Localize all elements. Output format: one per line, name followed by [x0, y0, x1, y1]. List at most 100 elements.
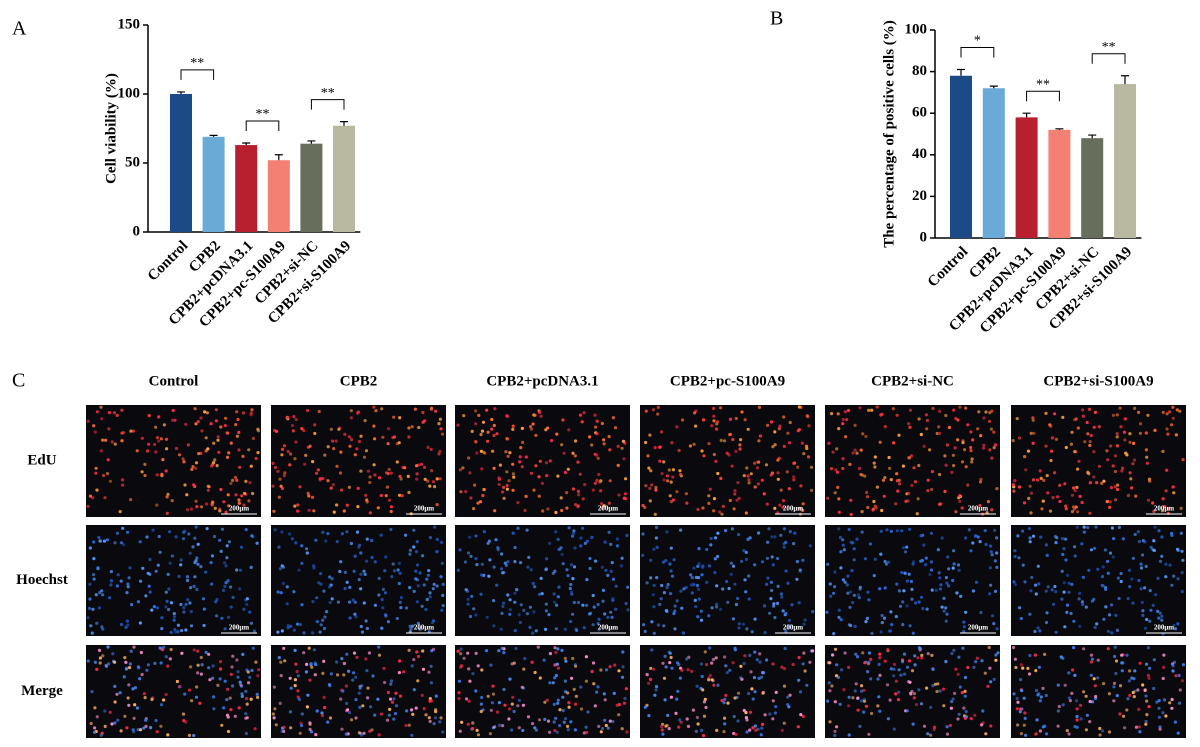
cell [983, 671, 987, 675]
cell [1050, 449, 1054, 453]
cell [212, 441, 216, 445]
cell [708, 673, 712, 678]
cell [1162, 665, 1166, 670]
cell [1110, 526, 1114, 530]
cell [219, 425, 223, 429]
cell [456, 649, 460, 653]
cell [773, 616, 777, 620]
cell [853, 423, 857, 427]
cell [119, 579, 123, 583]
cell [553, 569, 557, 573]
cell [910, 669, 915, 673]
cell [1138, 730, 1142, 734]
cell [610, 561, 614, 565]
cell [1081, 408, 1085, 412]
cell [672, 611, 676, 616]
cell [595, 478, 599, 482]
cell [427, 670, 431, 674]
cell [102, 473, 106, 478]
cell [421, 420, 425, 424]
cell [567, 705, 571, 709]
cell [145, 535, 149, 539]
cell [345, 701, 349, 706]
cell [531, 631, 535, 635]
cell [492, 624, 496, 628]
cell [1074, 505, 1078, 509]
cell [414, 569, 418, 573]
cell [1092, 677, 1096, 681]
cell [93, 726, 97, 730]
cell [315, 709, 319, 713]
cell [206, 484, 210, 488]
cell [94, 471, 98, 475]
cell [579, 544, 583, 548]
cell [237, 501, 241, 505]
cell [892, 727, 896, 731]
cell [669, 569, 673, 573]
cell [297, 568, 301, 572]
cell [655, 576, 659, 580]
cell [710, 606, 714, 610]
column-label: CPB2+si-S100A9 [1043, 373, 1153, 389]
cell [725, 671, 729, 675]
cell [377, 653, 382, 657]
cell [495, 710, 499, 714]
cell [1056, 724, 1060, 728]
cell [475, 563, 479, 567]
cell [842, 548, 846, 552]
cell [508, 451, 512, 455]
cell [516, 704, 520, 708]
micrograph: 200μm [455, 525, 630, 636]
cell [247, 499, 251, 503]
cell [728, 668, 732, 672]
cell [361, 704, 365, 708]
cell [754, 728, 758, 732]
cell [1065, 610, 1069, 615]
cell [541, 509, 545, 513]
cell [839, 566, 843, 570]
cell [917, 688, 921, 692]
cell [115, 584, 119, 588]
cell [939, 502, 943, 506]
cell [837, 510, 841, 514]
cell [1112, 681, 1117, 686]
cell [293, 648, 297, 653]
cell [517, 726, 521, 730]
cell [519, 446, 523, 450]
cell [828, 582, 832, 586]
cell [362, 569, 366, 573]
cell [825, 610, 829, 614]
cell [933, 725, 937, 729]
cell [322, 589, 326, 593]
cell [1096, 676, 1100, 680]
cell [1085, 420, 1089, 425]
cell [386, 620, 390, 624]
cell [278, 477, 282, 481]
cell [1121, 537, 1125, 541]
cell [298, 485, 302, 489]
cell [889, 610, 893, 614]
cell [902, 589, 906, 593]
cell [218, 509, 222, 513]
cell [902, 652, 907, 656]
cell [474, 422, 478, 426]
cell [353, 600, 357, 604]
cell [438, 477, 442, 481]
cell [1068, 699, 1072, 703]
cell [229, 672, 233, 677]
cell [1176, 622, 1180, 626]
cell [347, 485, 351, 489]
cell [849, 512, 853, 517]
cell [782, 527, 787, 531]
cell [349, 416, 353, 420]
cell [1145, 617, 1149, 622]
cell [1032, 431, 1036, 435]
cell [212, 695, 216, 699]
cell [1115, 628, 1119, 633]
cell [499, 627, 503, 631]
cell [889, 667, 893, 671]
cell [897, 433, 901, 437]
cell [517, 613, 521, 617]
y-tick-label: 50 [125, 154, 140, 170]
